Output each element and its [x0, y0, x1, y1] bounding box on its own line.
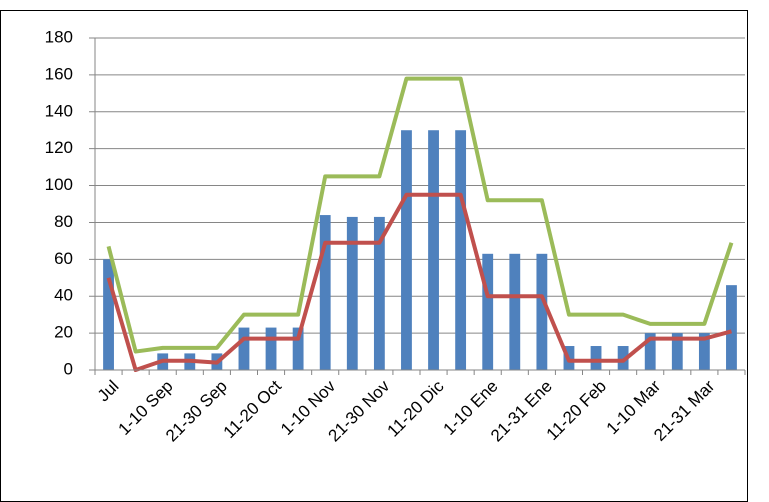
line [106, 76, 734, 354]
bar [319, 215, 331, 370]
y-tick-label: 100 [45, 175, 73, 194]
bar [373, 216, 385, 370]
y-tick-label: 60 [54, 249, 73, 268]
bar [401, 130, 412, 370]
bar [428, 130, 439, 370]
x-tick-label: 11-20 Feb [543, 377, 610, 444]
x-tick-label: 11-20 Dic [384, 376, 448, 440]
bar [292, 327, 304, 370]
bar [726, 285, 737, 370]
bar [265, 327, 277, 370]
y-tick-label: 80 [54, 212, 73, 231]
bar [455, 130, 467, 370]
bar [590, 346, 602, 370]
bar [644, 333, 656, 370]
bar [698, 333, 710, 370]
y-tick-label: 140 [45, 101, 73, 120]
y-tick-label: 20 [54, 323, 73, 342]
y-tick-label: 180 [45, 27, 73, 46]
y-tick-label: 160 [45, 64, 73, 83]
bar [482, 253, 494, 370]
y-tick-label: 40 [54, 286, 73, 305]
bar [238, 327, 250, 370]
bar [671, 333, 683, 370]
x-tick-label: 11-20 Oct [220, 376, 286, 442]
y-tick-label: 0 [64, 359, 73, 378]
bar [509, 253, 521, 370]
x-tick-label: Jul [94, 377, 123, 406]
bar [346, 216, 358, 370]
bar [536, 253, 548, 370]
line [106, 192, 732, 372]
y-tick-label: 120 [45, 138, 73, 157]
bar [103, 259, 114, 370]
bar [617, 346, 629, 370]
